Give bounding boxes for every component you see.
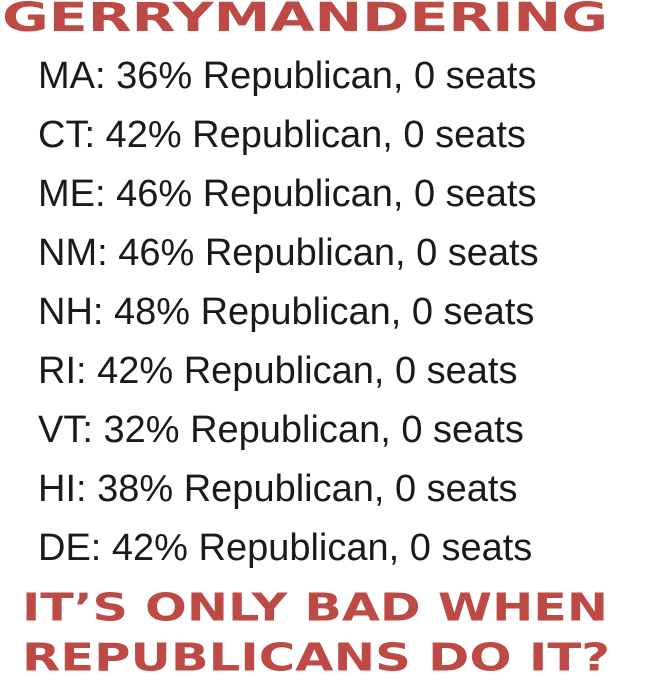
footer-line: IT’S ONLY BAD WHEN	[22, 586, 608, 630]
state-line: MA: 36% Republican, 0 seats	[38, 55, 537, 97]
state-line: DE: 42% Republican, 0 seats	[38, 527, 532, 569]
state-line: NM: 46% Republican, 0 seats	[38, 232, 539, 274]
state-line: CT: 42% Republican, 0 seats	[38, 114, 526, 156]
footer-line: REPUBLICANS DO IT?	[22, 636, 610, 680]
title: GERRYMANDERING	[2, 0, 608, 41]
state-line: RI: 42% Republican, 0 seats	[38, 350, 518, 392]
state-line: HI: 38% Republican, 0 seats	[38, 468, 518, 510]
state-line: ME: 46% Republican, 0 seats	[38, 173, 537, 215]
line-list: MA: 36% Republican, 0 seats CT: 42% Repub…	[38, 55, 539, 569]
state-line: VT: 32% Republican, 0 seats	[38, 409, 524, 451]
state-line: NH: 48% Republican, 0 seats	[38, 291, 534, 333]
